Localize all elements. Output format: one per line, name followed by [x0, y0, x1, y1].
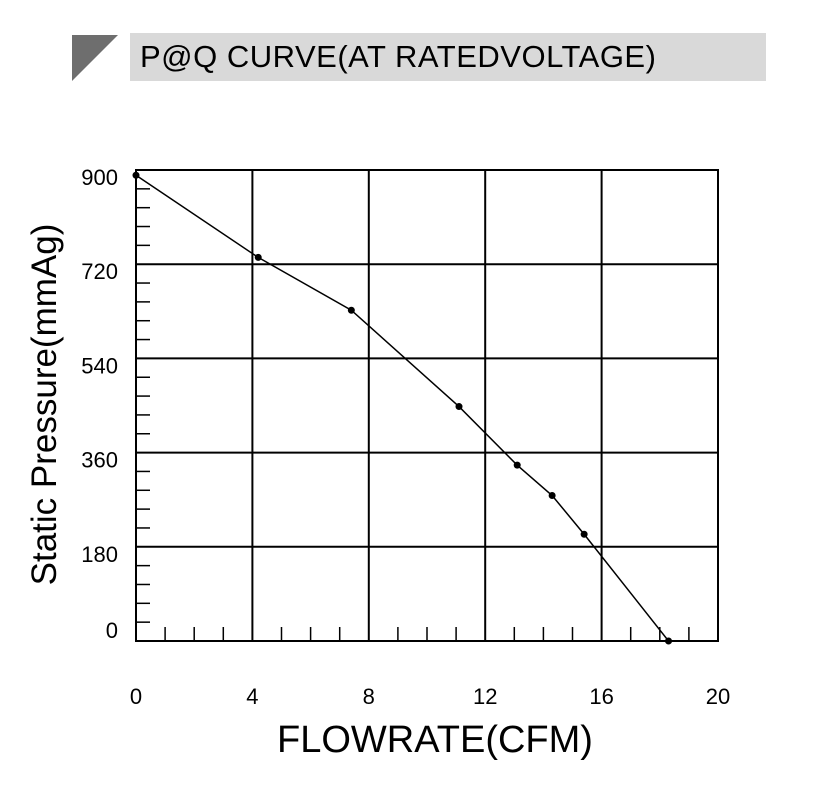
- title-marker-triangle: [72, 35, 118, 81]
- x-tick-label: 8: [363, 684, 375, 709]
- data-point: [665, 637, 673, 645]
- y-axis-title: Static Pressure(mmAg): [25, 224, 64, 586]
- series: [132, 171, 673, 645]
- plot-frame: [135, 169, 719, 642]
- data-point: [455, 403, 463, 411]
- x-axis-title: FLOWRATE(CFM): [277, 719, 593, 761]
- data-point: [132, 171, 140, 179]
- x-tick-labels: 0 4 8 12 16 20: [130, 684, 730, 709]
- data-point: [580, 530, 588, 538]
- series-line: [135, 174, 670, 642]
- data-point: [254, 253, 262, 261]
- data-point: [548, 492, 556, 500]
- x-tick-label: 20: [706, 684, 730, 709]
- x-tick-label: 0: [130, 684, 142, 709]
- grid: [136, 170, 718, 641]
- minor-ticks: [136, 188, 690, 641]
- y-tick-label: 360: [81, 448, 118, 473]
- data-point: [513, 461, 521, 469]
- y-tick-labels: 0 180 360 540 720 900: [81, 165, 118, 643]
- y-tick-label: 900: [81, 165, 118, 190]
- chart-title: P@Q CURVE(AT RATEDVOLTAGE): [140, 39, 657, 74]
- x-tick-label: 4: [246, 684, 258, 709]
- title-marker-icon: [72, 35, 118, 81]
- data-point: [347, 306, 355, 314]
- y-tick-label: 180: [81, 542, 118, 567]
- y-tick-label: 540: [81, 353, 118, 378]
- y-tick-label: 0: [106, 618, 118, 643]
- y-tick-label: 720: [81, 259, 118, 284]
- title-bar: P@Q CURVE(AT RATEDVOLTAGE): [130, 33, 766, 81]
- x-tick-label: 16: [589, 684, 613, 709]
- x-tick-label: 12: [473, 684, 497, 709]
